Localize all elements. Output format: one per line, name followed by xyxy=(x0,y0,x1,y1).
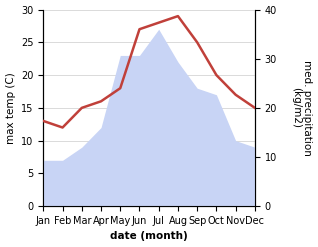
Y-axis label: med. precipitation
(kg/m2): med. precipitation (kg/m2) xyxy=(291,60,313,156)
Y-axis label: max temp (C): max temp (C) xyxy=(5,72,16,144)
X-axis label: date (month): date (month) xyxy=(110,231,188,242)
